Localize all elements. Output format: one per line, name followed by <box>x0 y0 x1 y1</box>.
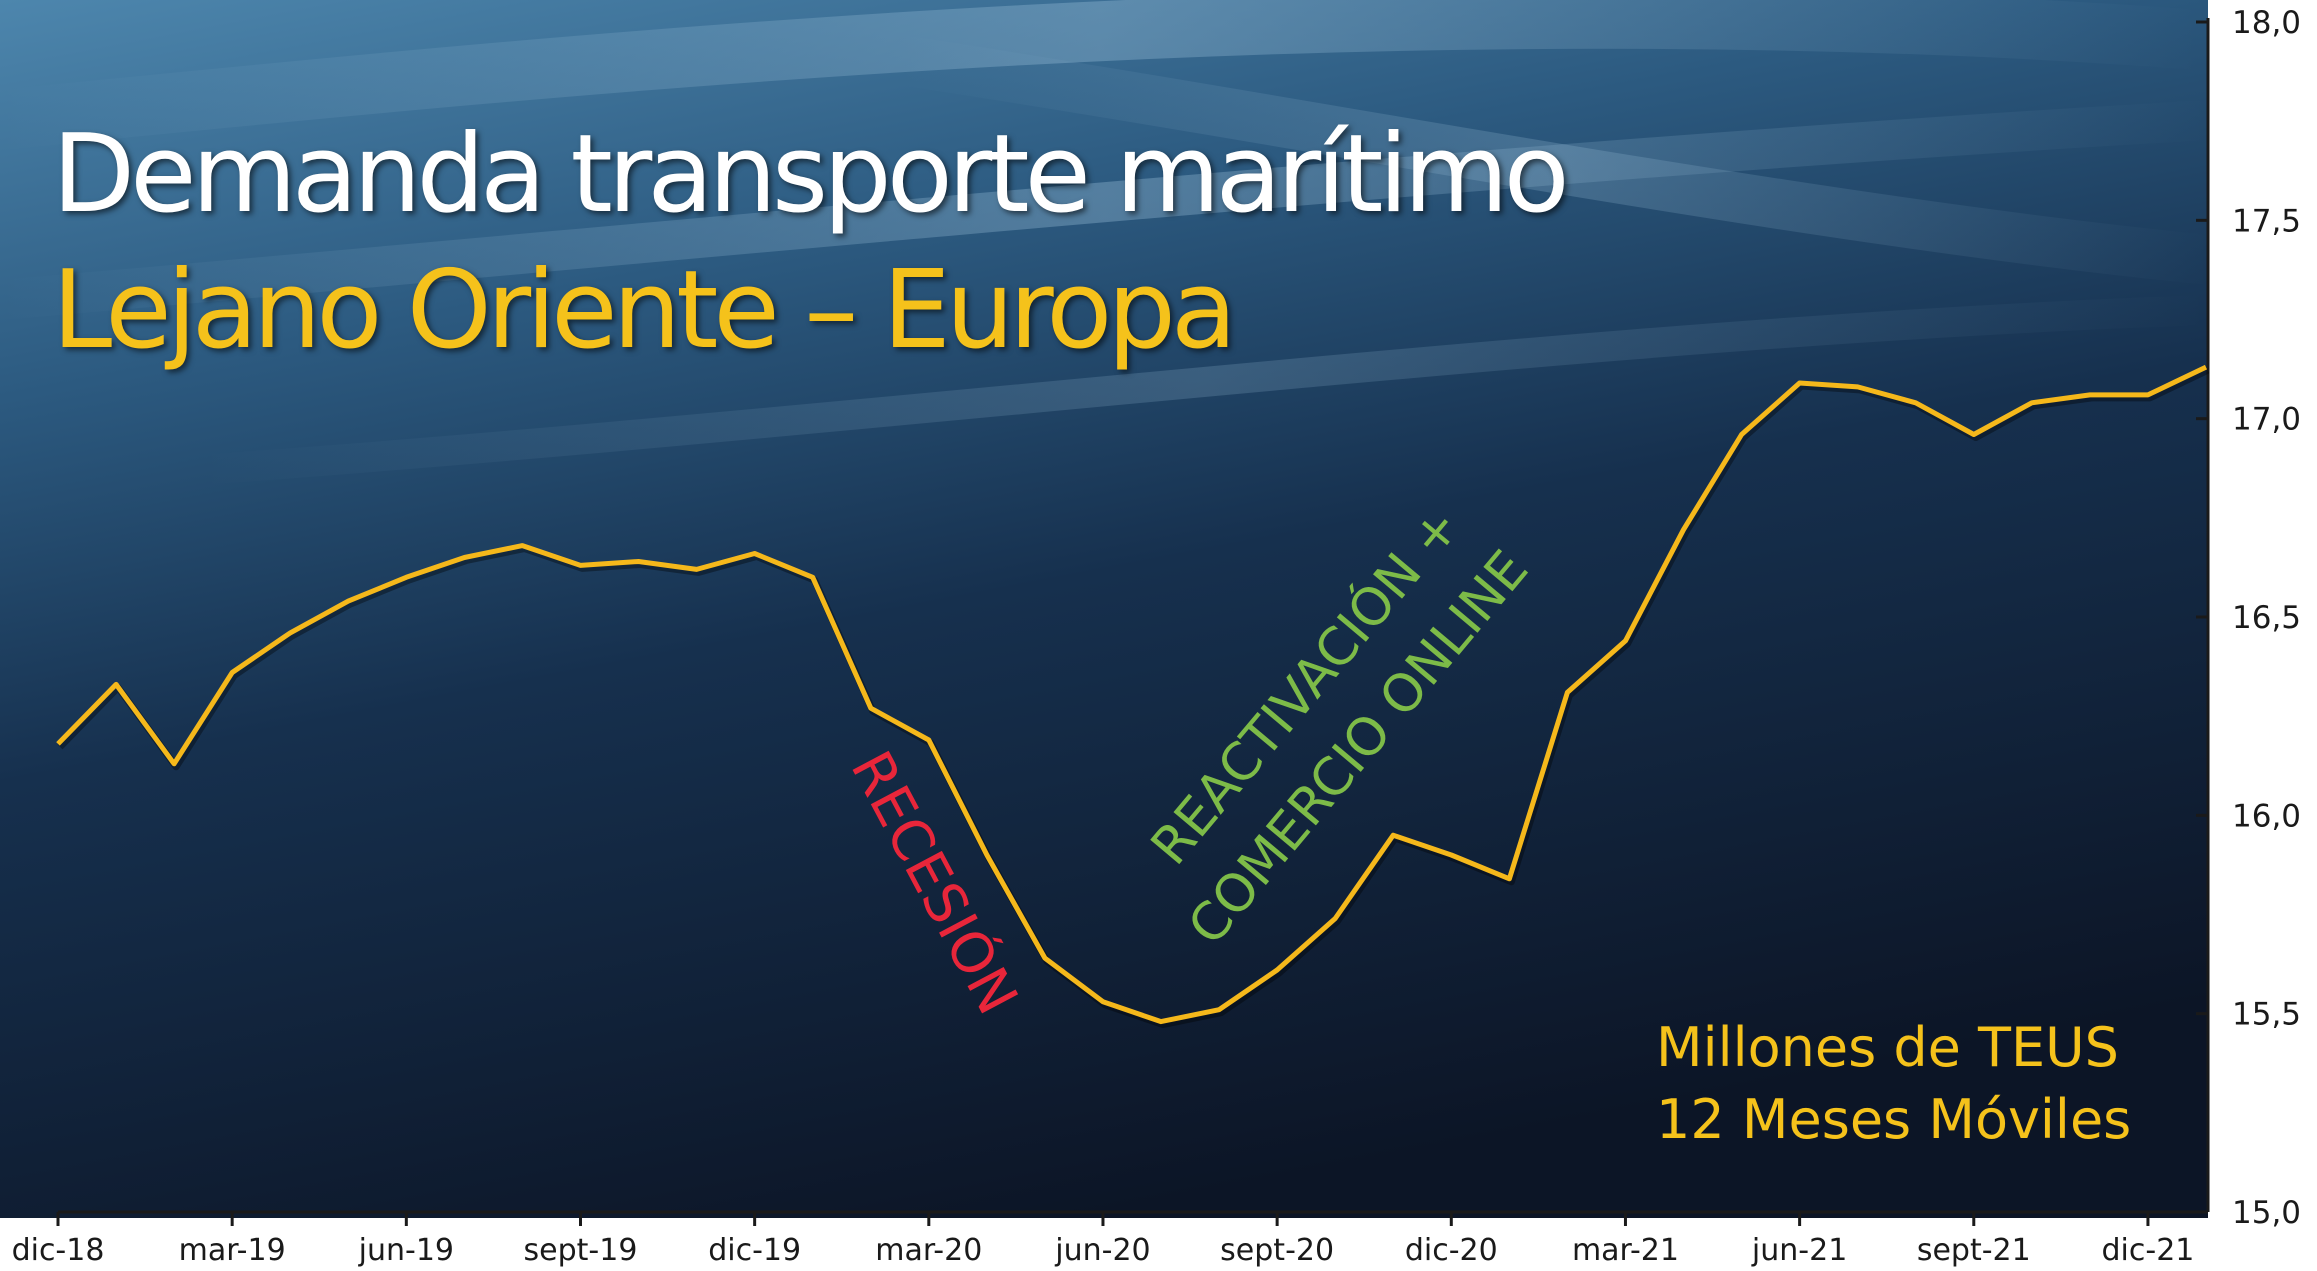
x-tick-label: sept-19 <box>524 1233 638 1268</box>
unit-line-1: Millones de TEUS <box>1656 1012 2131 1084</box>
y-tick-label: 17,0 <box>2232 402 2301 438</box>
y-tick-label: 16,0 <box>2232 798 2301 834</box>
x-tick-label: jun-19 <box>358 1233 454 1268</box>
y-tick-label: 15,0 <box>2232 1195 2301 1231</box>
x-tick-label: jun-21 <box>1751 1233 1847 1268</box>
y-tick-label: 17,5 <box>2232 203 2301 239</box>
unit-note: Millones de TEUS 12 Meses Móviles <box>1656 1012 2131 1156</box>
x-tick-label: dic-18 <box>12 1233 105 1268</box>
y-tick-label: 18,0 <box>2232 5 2301 41</box>
y-tick-label: 15,5 <box>2232 997 2301 1033</box>
chart-title: Demanda transporte marítimo <box>52 112 1565 237</box>
series-line <box>58 367 2206 1022</box>
x-tick-label: sept-20 <box>1220 1233 1334 1268</box>
y-tick-label: 16,5 <box>2232 600 2301 636</box>
unit-line-2: 12 Meses Móviles <box>1656 1084 2131 1156</box>
x-tick-label: mar-20 <box>875 1233 982 1268</box>
x-tick-label: dic-21 <box>2102 1233 2195 1268</box>
series-line-shadow <box>60 370 2208 1025</box>
series-layer <box>56 365 2209 1025</box>
chart-subtitle: Lejano Oriente – Europa <box>52 248 1232 373</box>
x-tick-label: sept-21 <box>1917 1233 2031 1268</box>
x-tick-label: mar-21 <box>1572 1233 1679 1268</box>
x-tick-label: dic-19 <box>708 1233 801 1268</box>
x-tick-label: jun-20 <box>1054 1233 1150 1268</box>
x-tick-label: dic-20 <box>1405 1233 1498 1268</box>
x-tick-label: mar-19 <box>179 1233 286 1268</box>
